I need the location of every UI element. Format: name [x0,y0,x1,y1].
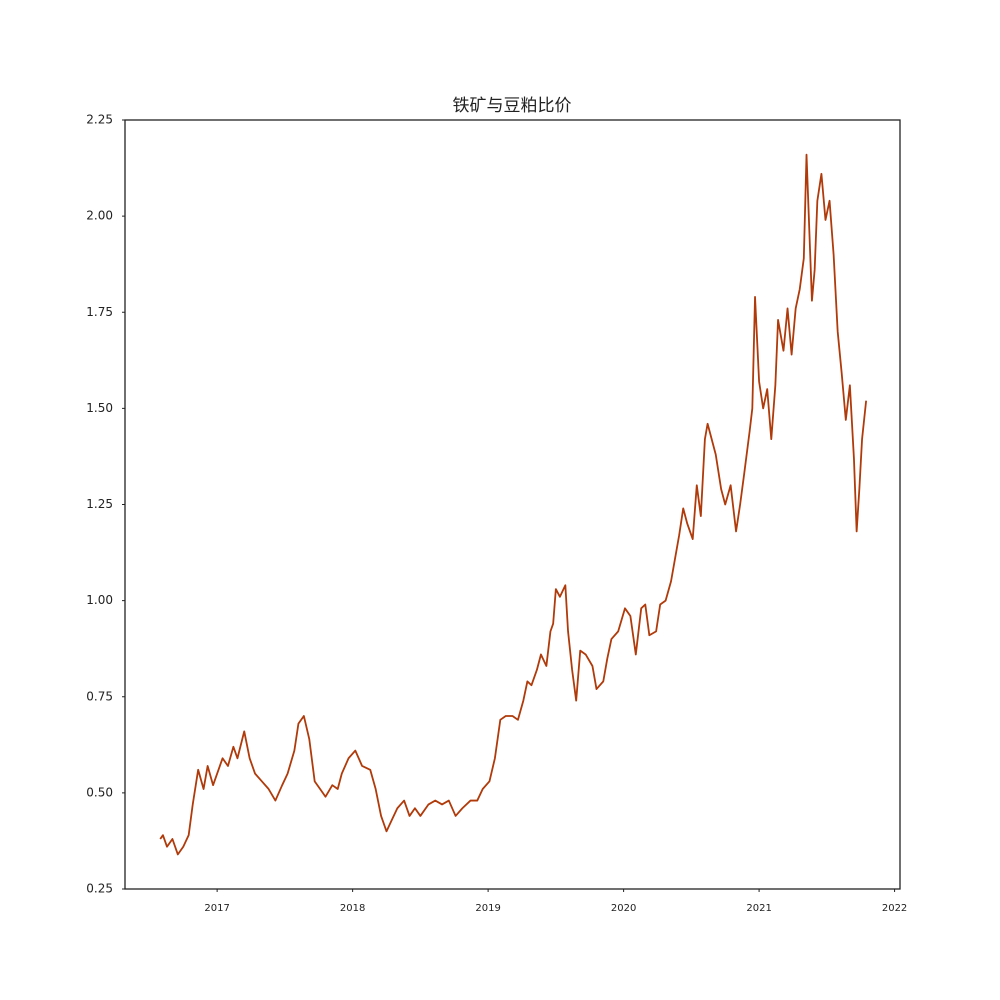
chart-title: 铁矿与豆粕比价 [453,96,572,116]
plot-frame [124,119,901,890]
y-tick-label: 0.75 [86,689,113,703]
x-tick-label: 2021 [746,903,771,914]
x-tick-label: 2018 [340,903,365,914]
y-tick-label: 1.25 [86,497,113,511]
y-tick-label: 1.75 [86,305,113,319]
data-line [159,153,868,856]
y-tick-label: 1.50 [86,401,113,415]
y-tick-label: 2.00 [86,209,113,223]
x-tick-label: 2019 [475,903,500,914]
x-tick-label: 2017 [204,903,229,914]
x-tick-label: 2020 [611,903,636,914]
y-tick-label: 0.25 [86,882,113,896]
y-tick-label: 2.25 [86,113,113,127]
y-tick-label: 1.00 [86,593,113,607]
x-tick-label: 2022 [882,903,907,914]
y-tick-label: 0.50 [86,785,113,799]
